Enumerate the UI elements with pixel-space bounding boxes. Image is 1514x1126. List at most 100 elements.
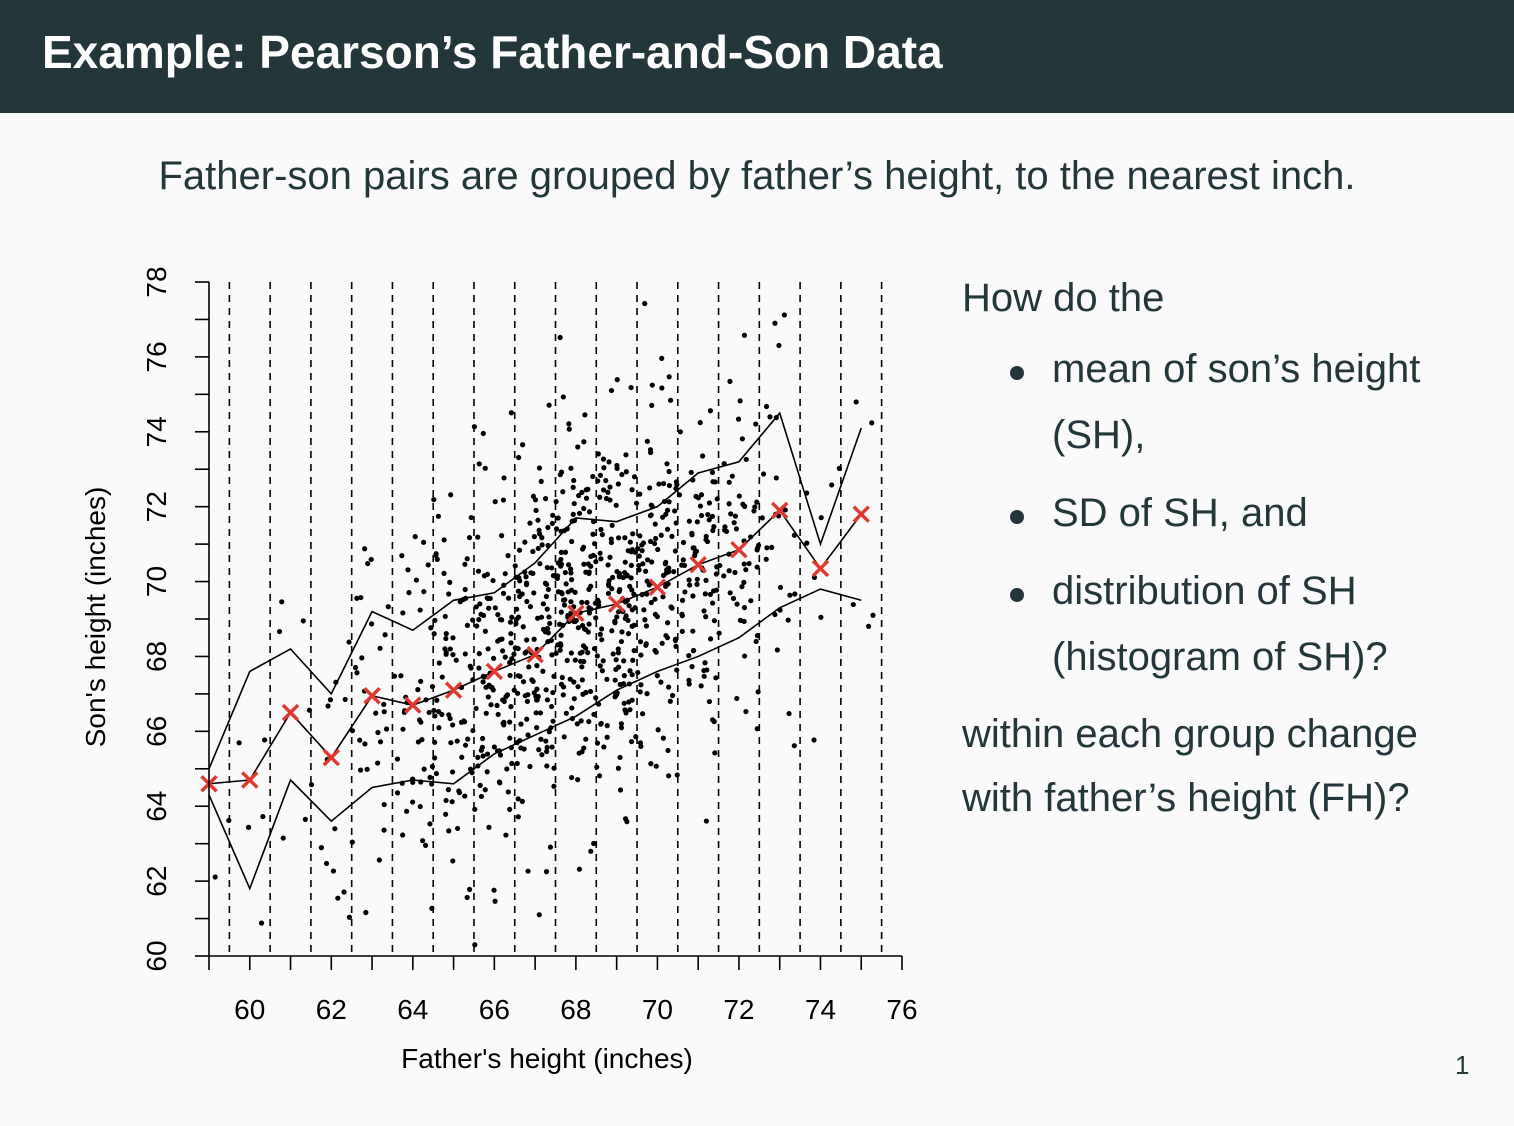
data-point	[566, 426, 572, 432]
data-point	[591, 541, 598, 547]
data-point	[472, 942, 478, 948]
data-point	[644, 438, 650, 444]
data-point	[548, 725, 554, 731]
data-point	[707, 591, 713, 598]
data-point	[664, 526, 671, 532]
data-point	[381, 701, 387, 707]
data-point	[555, 589, 561, 595]
data-point	[574, 721, 580, 727]
data-point	[674, 772, 680, 778]
data-point	[422, 842, 429, 848]
data-point	[610, 651, 616, 657]
data-point	[561, 734, 567, 740]
data-point	[609, 574, 616, 580]
data-point	[586, 610, 593, 616]
data-point	[737, 617, 744, 623]
data-point	[686, 577, 692, 583]
data-point	[666, 773, 672, 779]
group-mean-marker	[648, 578, 667, 596]
data-point	[583, 569, 589, 575]
data-point	[325, 703, 331, 709]
data-point	[563, 581, 569, 587]
data-point	[653, 763, 659, 769]
data-point	[622, 559, 628, 565]
data-point	[637, 533, 643, 539]
data-point	[406, 590, 412, 596]
data-point	[261, 737, 268, 743]
data-point	[576, 510, 583, 516]
data-point	[853, 399, 859, 405]
data-point	[617, 754, 623, 761]
data-point	[595, 478, 601, 484]
data-point	[446, 828, 452, 834]
data-point	[491, 887, 497, 893]
data-point	[509, 614, 515, 620]
data-point	[701, 608, 707, 614]
data-point	[600, 658, 606, 664]
data-point	[544, 697, 551, 703]
marker-stroke	[648, 578, 667, 596]
data-point	[518, 721, 524, 727]
data-point	[627, 539, 633, 545]
data-point	[501, 582, 507, 588]
data-point	[680, 557, 686, 563]
data-point	[413, 577, 420, 583]
data-point	[599, 637, 605, 643]
data-point	[549, 520, 555, 527]
data-point	[597, 550, 603, 556]
data-point	[609, 628, 615, 634]
data-point	[593, 615, 599, 621]
y-tick-label: 64	[141, 791, 172, 822]
group-mean-marker	[241, 771, 259, 789]
data-point	[524, 637, 530, 643]
data-point	[629, 487, 635, 493]
data-point	[741, 605, 748, 611]
data-point	[544, 581, 550, 587]
data-point	[543, 869, 550, 875]
data-point	[660, 572, 667, 578]
data-point	[404, 808, 410, 814]
data-point	[583, 487, 589, 493]
bullet-icon	[1010, 366, 1024, 380]
data-point	[647, 485, 653, 491]
data-point	[553, 499, 559, 505]
data-point	[492, 499, 498, 505]
data-point	[698, 512, 705, 519]
data-point	[394, 790, 401, 796]
data-point	[555, 515, 561, 521]
data-point	[637, 639, 644, 645]
data-point	[690, 628, 696, 634]
data-point	[586, 718, 592, 725]
data-point	[485, 694, 491, 700]
data-point	[446, 591, 452, 597]
data-point	[656, 481, 662, 487]
data-point	[558, 549, 564, 556]
data-point	[686, 681, 692, 687]
x-tick-label: 62	[316, 994, 347, 1025]
data-point	[559, 674, 565, 681]
data-point	[623, 613, 629, 619]
data-point	[689, 532, 695, 538]
data-point	[627, 583, 633, 589]
data-point	[431, 707, 437, 714]
data-point	[538, 736, 544, 742]
data-point	[302, 816, 308, 822]
data-point	[429, 763, 436, 770]
data-point	[447, 715, 453, 722]
data-point	[597, 494, 603, 500]
data-point	[628, 562, 635, 568]
data-point	[513, 621, 519, 627]
marker-stroke	[322, 748, 340, 767]
upper-sd-line	[208, 411, 862, 770]
data-point	[663, 633, 669, 639]
data-point	[712, 750, 718, 756]
data-point	[436, 660, 442, 666]
data-point	[709, 717, 716, 723]
data-point	[544, 606, 550, 612]
data-point	[540, 601, 546, 607]
data-point	[630, 531, 636, 537]
group-mean-marker	[811, 559, 830, 578]
data-point	[462, 793, 468, 799]
group-mean-marker	[730, 541, 748, 559]
data-point	[648, 502, 654, 508]
